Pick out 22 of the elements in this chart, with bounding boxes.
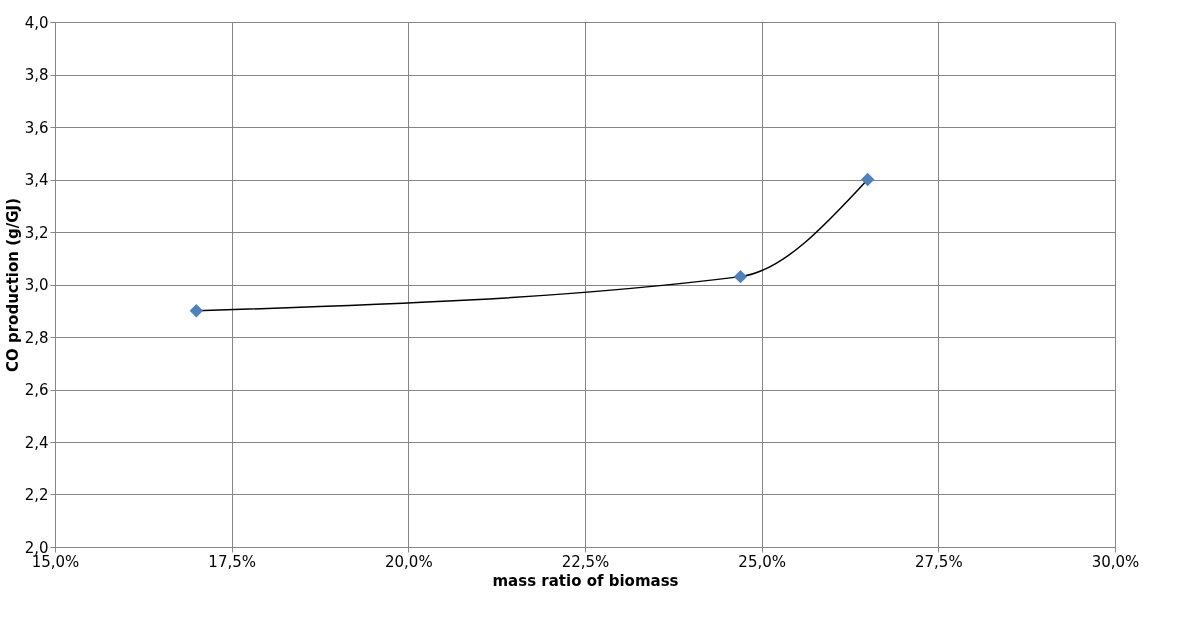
x-tick-label: 17,5% bbox=[208, 552, 256, 571]
x-axis-title: mass ratio of biomass bbox=[492, 571, 679, 590]
point bbox=[733, 269, 748, 284]
point bbox=[860, 172, 875, 187]
x-tick-label: 22,5% bbox=[561, 552, 610, 571]
y-tick-label: 3,2 bbox=[24, 223, 49, 242]
x-tick-label: 25,0% bbox=[738, 552, 786, 571]
y-tick-label: 2,8 bbox=[24, 328, 49, 347]
y-tick-label: 2,2 bbox=[24, 486, 49, 504]
y-tick-label: 3,6 bbox=[24, 118, 49, 137]
y-tick-label: 4,0 bbox=[24, 13, 49, 32]
y-tick-label: 3,8 bbox=[24, 66, 49, 84]
y-tick-label: 2,0 bbox=[24, 538, 49, 557]
x-tick-label: 30,0% bbox=[1091, 552, 1140, 571]
y-tick-label: 2,4 bbox=[24, 433, 49, 452]
y-axis-title: CO production (g/GJ) bbox=[3, 197, 22, 373]
y-tick-label: 2,6 bbox=[24, 381, 49, 399]
y-tick-label: 3,0 bbox=[24, 276, 49, 294]
point bbox=[189, 304, 204, 318]
x-tick-label: 27,5% bbox=[915, 552, 963, 571]
x-tick-label: 20,0% bbox=[385, 552, 433, 571]
y-tick-label: 3,4 bbox=[24, 171, 49, 189]
